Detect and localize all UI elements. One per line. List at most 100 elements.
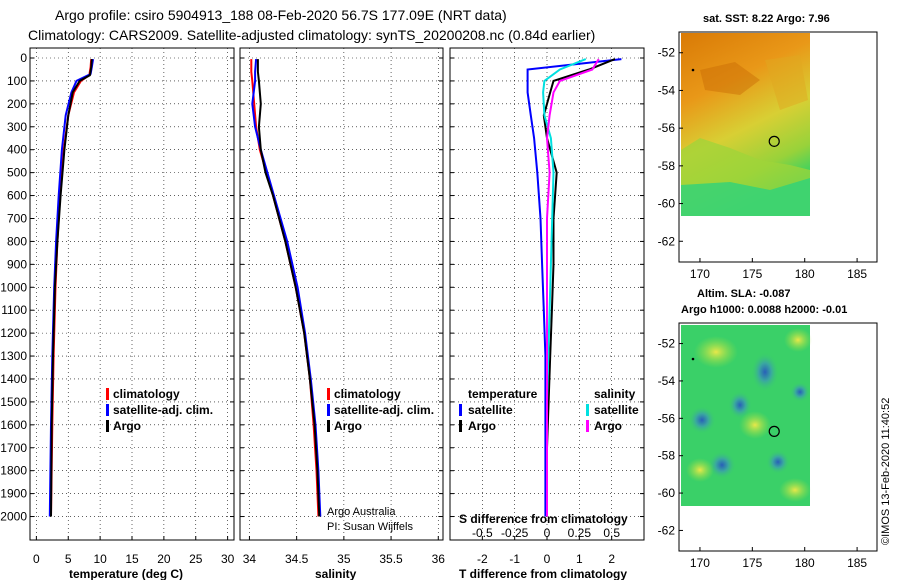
salinity-panel: 34 34.5 35 35.5 36 salinity climatology sate… <box>239 47 445 580</box>
footer-credit: ©IMOS 13-Feb-2020 11:40:52 <box>880 398 892 545</box>
map-ytick-label: -52 <box>658 337 676 351</box>
xtick-label: -2 <box>477 552 488 566</box>
legend-swatch-sal-satellite <box>586 404 589 416</box>
legend-label-satellite-adj: satellite-adj. clim. <box>334 403 434 417</box>
series-line-argo <box>50 59 93 517</box>
legend-swatch-temp-satellite <box>459 404 462 416</box>
xtick-label: 30 <box>221 552 235 566</box>
xtick-label: 1 <box>576 552 583 566</box>
difference-panel: -2 -1 0 1 2 -0.5 -0.25 0 0.25 0.5 T difference fr… <box>449 47 645 580</box>
xtick-label: -1 <box>509 552 520 566</box>
sst-map-title: sat. SST: 8.22 Argo: 7.96 <box>703 13 830 25</box>
ytick-label: 600 <box>7 189 27 203</box>
salinity-xlabel: salinity <box>315 567 357 580</box>
ytick-label: 1500 <box>0 395 27 409</box>
difference-legend: temperature salinity satellite Argo sate… <box>459 387 639 433</box>
legend-label-climatology: climatology <box>334 387 401 401</box>
xtick-label: 35 <box>337 552 351 566</box>
xtick-label: 5 <box>65 552 72 566</box>
map-xtick-label: 175 <box>742 267 762 281</box>
legend-swatch-sal-argo <box>586 420 589 432</box>
legend-label-sal-argo: Argo <box>594 419 622 433</box>
legend-label-argo: Argo <box>334 419 362 433</box>
xtick-label: 0 <box>33 552 40 566</box>
legend-label-argo: Argo <box>113 419 141 433</box>
map-xtick-label: 185 <box>847 267 867 281</box>
legend-swatch-temp-argo <box>459 420 462 432</box>
top-xtick-label: 0 <box>544 526 551 540</box>
xtick-label: 20 <box>157 552 171 566</box>
sst-field <box>681 33 810 216</box>
ytick-label: 2000 <box>0 510 27 524</box>
map-ytick-label: -54 <box>658 83 676 97</box>
ytick-label: 200 <box>7 97 27 111</box>
map-xtick-label: 170 <box>690 267 710 281</box>
xtick-label: 0 <box>544 552 551 566</box>
series-line-temperature-argo <box>542 58 616 517</box>
legend-swatch-climatology <box>327 388 330 400</box>
temperature-plot-frame <box>29 47 235 541</box>
legend-label-sal-satellite: satellite <box>594 403 639 417</box>
map-ytick-label: -60 <box>658 197 676 211</box>
top-xtick-label: 0.25 <box>568 526 592 540</box>
salinity-legend: climatology satellite-adj. clim. Argo <box>327 387 434 433</box>
legend-title-temperature: temperature <box>468 387 538 401</box>
map-xtick-label: 175 <box>742 556 762 570</box>
ytick-label: 1400 <box>0 372 27 386</box>
map-ytick-label: -58 <box>658 159 676 173</box>
ytick-label: 1800 <box>0 464 27 478</box>
top-xtick-label: -0.25 <box>501 526 529 540</box>
xtick-label: 35.5 <box>379 552 403 566</box>
sla-land-dot <box>691 357 695 361</box>
salinity-plot-frame <box>239 47 444 541</box>
sla-map: Altim. SLA: -0.087 Argo h1000: 0.0088 h2… <box>658 288 878 570</box>
credit-argo-australia: Argo Australia <box>327 506 396 518</box>
map-ytick-label: -60 <box>658 486 676 500</box>
legend-title-salinity: salinity <box>594 387 636 401</box>
ytick-label: 1100 <box>1 303 27 317</box>
legend-label-temp-argo: Argo <box>468 419 496 433</box>
sst-float-position-marker <box>768 135 780 147</box>
map-ytick-label: -56 <box>658 411 676 425</box>
ytick-label: 1900 <box>0 487 27 501</box>
ytick-label: 500 <box>7 166 27 180</box>
legend-label-climatology: climatology <box>113 387 180 401</box>
top-xtick-label: 0.5 <box>603 526 620 540</box>
ytick-label: 800 <box>7 234 27 248</box>
map-ytick-label: -58 <box>658 449 676 463</box>
difference-xlabel-top: S difference from climatology <box>459 512 628 526</box>
sla-field <box>681 325 812 506</box>
sla-float-position-marker <box>768 425 780 437</box>
ytick-label: 1200 <box>0 326 27 340</box>
map-ytick-label: -52 <box>658 46 676 60</box>
map-ytick-label: -62 <box>658 523 676 537</box>
header-line-2: Climatology: CARS2009. Satellite-adjuste… <box>28 27 595 43</box>
series-line-salinity-argo <box>545 58 600 517</box>
sla-map-title-1: Altim. SLA: -0.087 <box>697 288 791 300</box>
xtick-label: 15 <box>125 552 139 566</box>
temperature-legend: climatology satellite-adj. clim. Argo <box>106 387 213 433</box>
ytick-label: 900 <box>7 257 27 271</box>
ytick-label: 400 <box>7 143 27 157</box>
ytick-label: 1000 <box>0 280 27 294</box>
sla-map-title-2: Argo h1000: 0.0088 h2000: -0.01 <box>681 304 847 316</box>
legend-swatch-argo <box>327 420 330 432</box>
legend-swatch-argo <box>106 420 109 432</box>
xtick-label: 10 <box>93 552 107 566</box>
ytick-label: 300 <box>7 120 27 134</box>
top-xtick-label: -0.5 <box>472 526 493 540</box>
sst-map: sat. SST: 8.22 Argo: 7.96 170 175 180 185 -5… <box>658 13 878 281</box>
ytick-label: 0 <box>20 51 27 65</box>
legend-label-satellite-adj: satellite-adj. clim. <box>113 403 213 417</box>
difference-xlabel: T difference from climatology <box>459 567 627 580</box>
map-xtick-label: 185 <box>847 556 867 570</box>
ytick-label: 700 <box>7 211 27 225</box>
legend-label-temp-satellite: satellite <box>468 403 513 417</box>
map-ytick-label: -56 <box>658 121 676 135</box>
header-line-1: Argo profile: csiro 5904913_188 08-Feb-2… <box>55 7 507 23</box>
credit-pi: PI: Susan Wijffels <box>327 521 413 533</box>
series-line-temperature-satellite <box>526 58 622 517</box>
xtick-label: 34.5 <box>285 552 309 566</box>
legend-swatch-climatology <box>106 388 109 400</box>
